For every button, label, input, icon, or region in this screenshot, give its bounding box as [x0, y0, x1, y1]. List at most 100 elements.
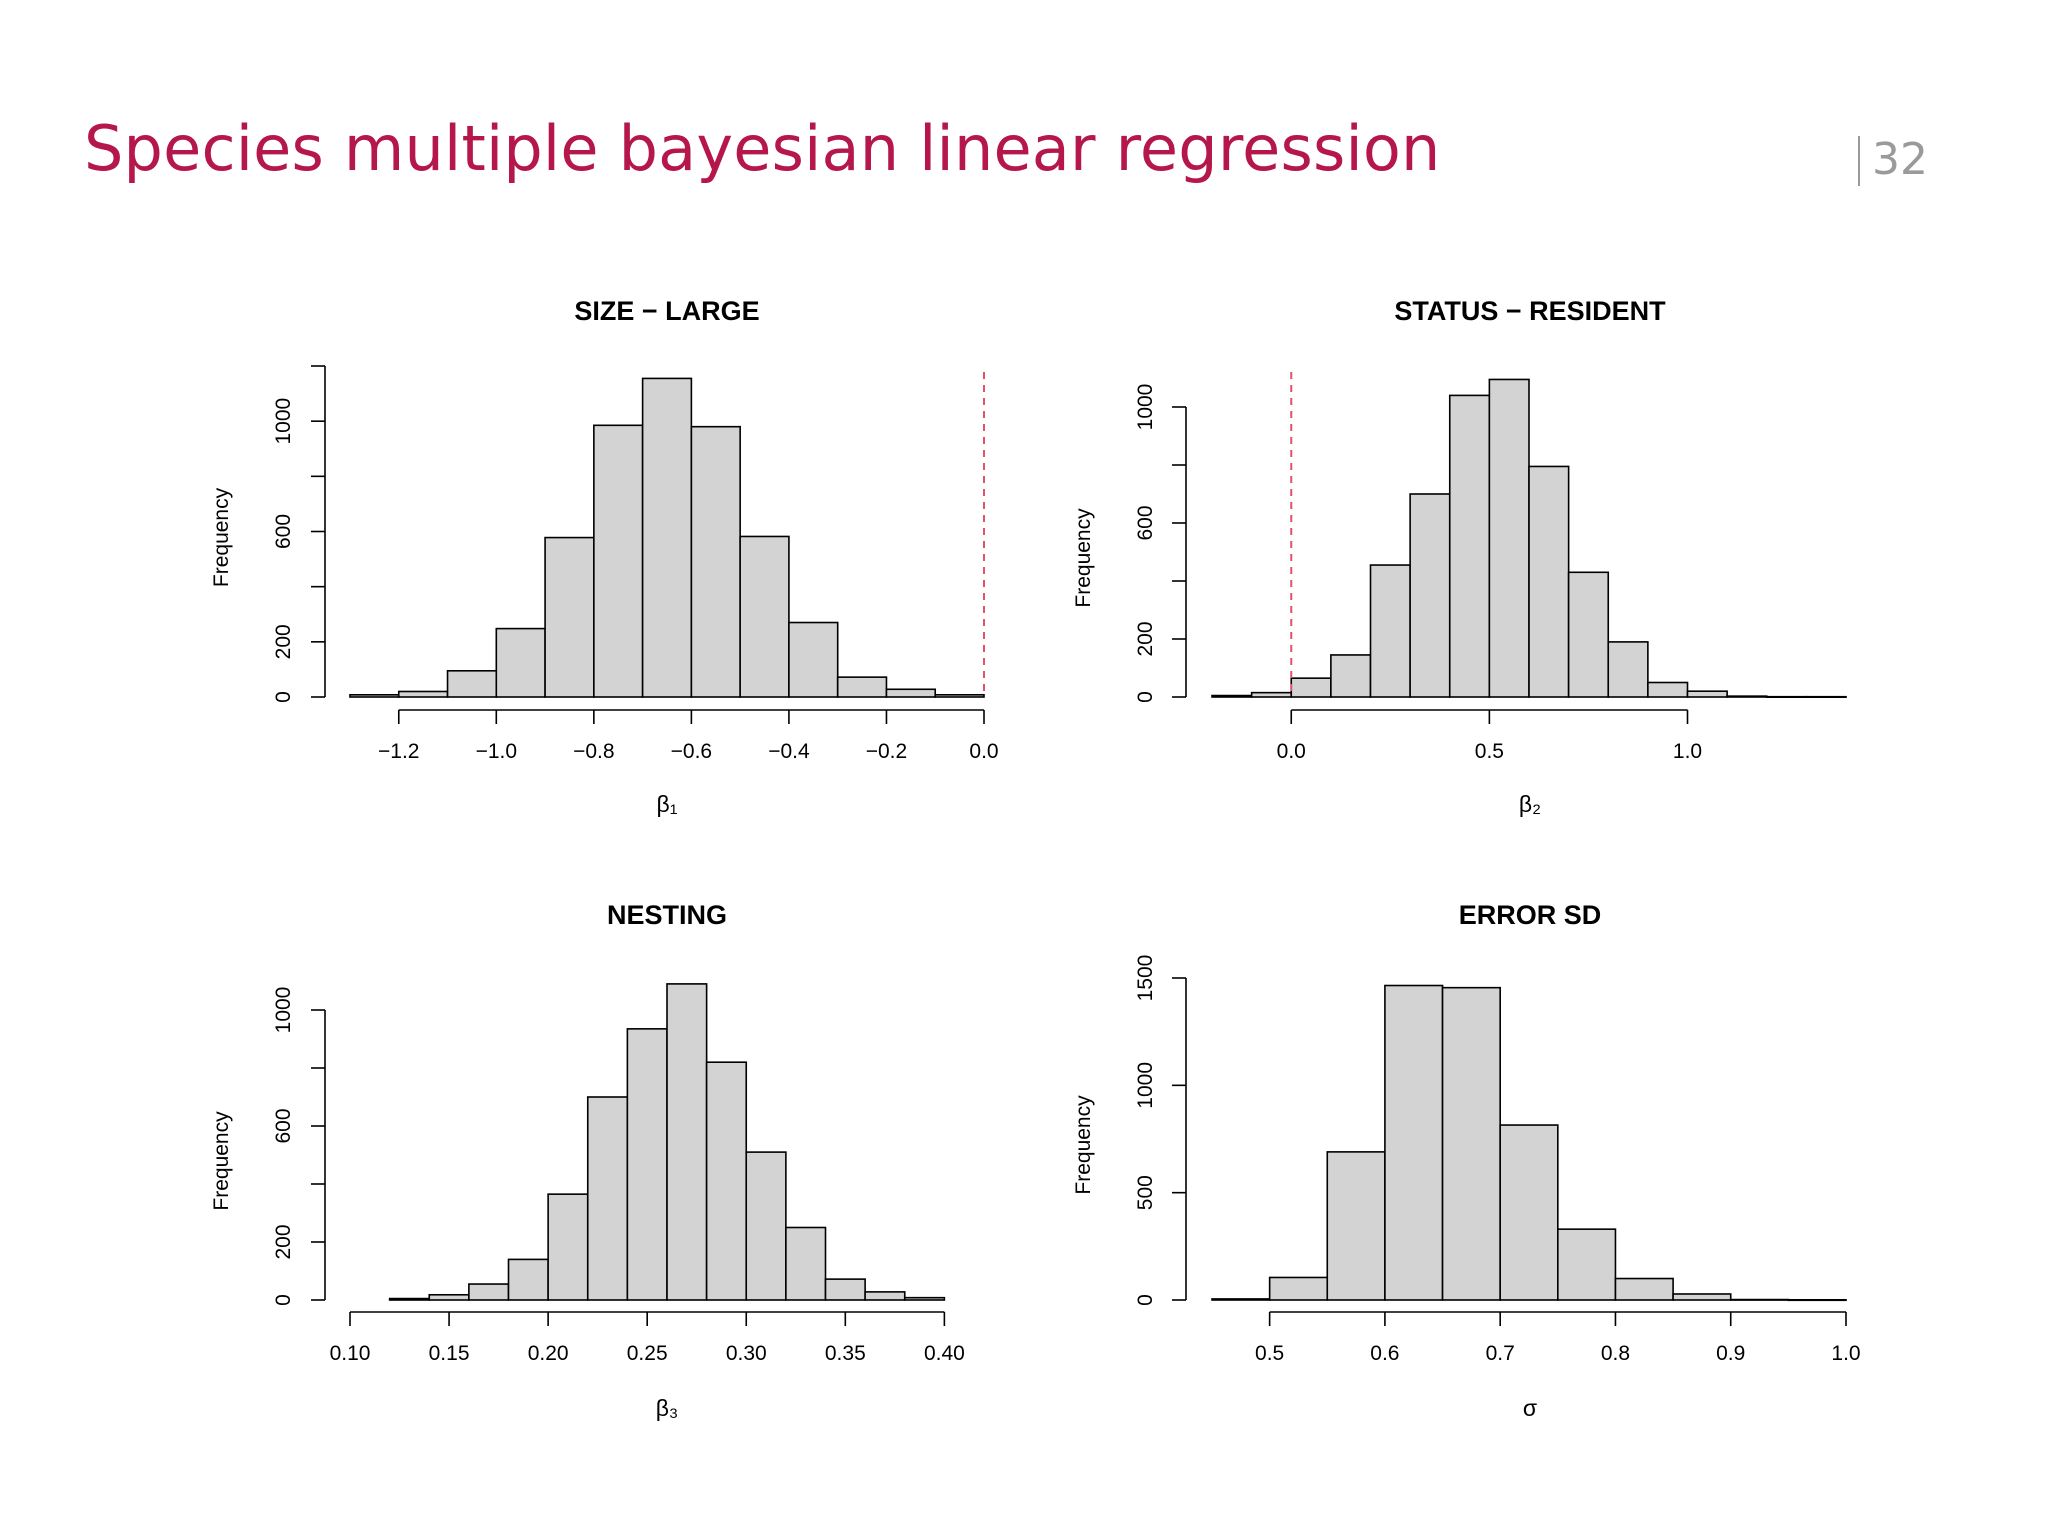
histogram-bar: [1369, 564, 1411, 698]
x-tick-label: −0.8: [573, 740, 614, 763]
histogram-bar: [593, 424, 644, 698]
histogram-bar: [1686, 690, 1728, 698]
chart-title: ERROR SD: [1459, 900, 1602, 930]
histogram-bar: [1499, 1124, 1559, 1301]
histogram-panel-status-resident: 0.0 0.5 1.0 0 200 600 1000 STATUS − RESIDENT β₂ F…: [1072, 296, 1847, 817]
y-tick-label: 0: [272, 691, 295, 703]
y-tick-label: 600: [272, 514, 295, 549]
x-tick-label: −0.2: [866, 740, 907, 763]
histogram-bar: [468, 1283, 510, 1301]
histogram-bar: [428, 1293, 470, 1301]
slide-title: Species multiple bayesian linear regress…: [84, 112, 1441, 185]
histogram-bar: [1805, 695, 1847, 699]
histogram-bar: [1729, 1298, 1790, 1301]
x-tick-label: 0.25: [627, 1342, 668, 1365]
histogram-bar: [495, 627, 546, 698]
x-tick-label: −0.4: [768, 740, 810, 763]
histogram-bar: [788, 621, 839, 698]
histogram-bar: [785, 1226, 827, 1301]
histogram-bar: [1528, 465, 1570, 698]
y-tick-label: 600: [272, 1108, 295, 1143]
histogram-panel-size-large: −1.2 −1.0 −0.8 −0.6 −0.4 −0.2 0.0 0 200 600 1000 SI…: [210, 296, 999, 817]
histogram-bar: [1614, 1277, 1674, 1301]
x-tick-label: −1.2: [378, 740, 419, 763]
y-tick-label: 200: [1134, 621, 1157, 656]
histogram-bar: [1607, 641, 1649, 698]
y-tick-label: 1000: [1134, 1062, 1157, 1109]
y-tick-label: 200: [272, 1224, 295, 1259]
y-axis-label: Frequency: [1072, 508, 1095, 608]
x-tick-label: 0.0: [969, 740, 998, 763]
histogram-bar: [1330, 654, 1372, 698]
x-axis-label: β₂: [1519, 791, 1541, 817]
chart-title: STATUS − RESIDENT: [1394, 296, 1666, 326]
y-tick-label: 200: [272, 624, 295, 659]
histogram-bar: [705, 1061, 748, 1301]
histogram-bar: [641, 377, 693, 698]
histogram-bar: [1787, 1298, 1847, 1302]
x-tick-label: 0.20: [528, 1342, 569, 1365]
histogram-bar: [1448, 394, 1491, 698]
x-tick-label: 0.40: [924, 1342, 965, 1365]
x-tick-label: 1.0: [1673, 740, 1702, 763]
histogram-bar: [836, 676, 888, 698]
x-tick-label: −1.0: [476, 740, 517, 763]
histogram-bar: [586, 1096, 629, 1301]
y-tick-label: 1500: [1134, 955, 1157, 1002]
y-tick-label: 1000: [272, 398, 295, 445]
histogram-bar: [739, 535, 790, 698]
x-tick-label: 0.0: [1277, 740, 1306, 763]
histogram-bar: [1250, 691, 1293, 698]
histogram-bar: [903, 1296, 946, 1301]
histogram-bar: [1211, 1298, 1271, 1301]
histogram-bar: [1647, 681, 1689, 698]
histogram-bar: [446, 669, 498, 698]
y-tick-label: 1000: [1134, 384, 1157, 431]
histogram-bar: [626, 1028, 668, 1301]
y-tick-label: 1000: [272, 987, 295, 1034]
y-axis-label: Frequency: [210, 487, 233, 587]
y-tick-label: 600: [1134, 505, 1157, 540]
x-tick-label: 0.30: [726, 1342, 767, 1365]
histogram-bar: [397, 690, 449, 698]
y-axis-label: Frequency: [210, 1111, 233, 1211]
histogram-bar: [666, 983, 708, 1301]
histogram-bar: [934, 693, 985, 698]
histogram-bar: [885, 688, 937, 698]
x-tick-label: 0.7: [1486, 1342, 1515, 1365]
y-tick-label: 0: [1134, 1294, 1157, 1306]
x-tick-label: 0.15: [429, 1342, 470, 1365]
x-axis-label: β₃: [656, 1395, 679, 1421]
x-tick-label: 0.10: [330, 1342, 371, 1365]
x-tick-label: 0.35: [825, 1342, 866, 1365]
histogram-bar: [745, 1151, 787, 1301]
histogram-bar: [1557, 1228, 1617, 1301]
histogram-bar: [547, 1193, 589, 1301]
histogram-bar: [824, 1278, 866, 1301]
page-number: 32: [1872, 134, 1928, 185]
y-tick-label: 0: [272, 1294, 295, 1306]
histogram-panel-nesting: 0.10 0.15 0.20 0.25 0.30 0.35 0.40 0 200 600 1000 N…: [210, 900, 965, 1421]
histogram-bar: [507, 1258, 549, 1301]
x-tick-label: 1.0: [1831, 1342, 1860, 1365]
chart-title: NESTING: [607, 900, 727, 930]
page-number-separator: [1858, 136, 1860, 186]
histogram-bar: [544, 536, 595, 698]
histogram-bar: [1488, 378, 1530, 698]
histogram-bar: [1268, 1276, 1329, 1301]
histogram-bar: [1409, 493, 1451, 698]
histogram-bar: [1326, 1151, 1386, 1301]
x-axis-label: β₁: [657, 791, 678, 817]
x-tick-label: 0.9: [1716, 1342, 1745, 1365]
histogram-bar: [1672, 1293, 1732, 1301]
histogram-bar: [1384, 984, 1444, 1301]
x-axis-label: σ: [1523, 1395, 1537, 1421]
histogram-bar: [1441, 986, 1501, 1301]
y-axis-label: Frequency: [1072, 1095, 1095, 1195]
x-tick-label: 0.6: [1370, 1342, 1399, 1365]
histogram-bar: [349, 693, 400, 698]
x-tick-label: −0.6: [671, 740, 712, 763]
histogram-bar: [388, 1297, 431, 1301]
x-tick-label: 0.8: [1601, 1342, 1630, 1365]
